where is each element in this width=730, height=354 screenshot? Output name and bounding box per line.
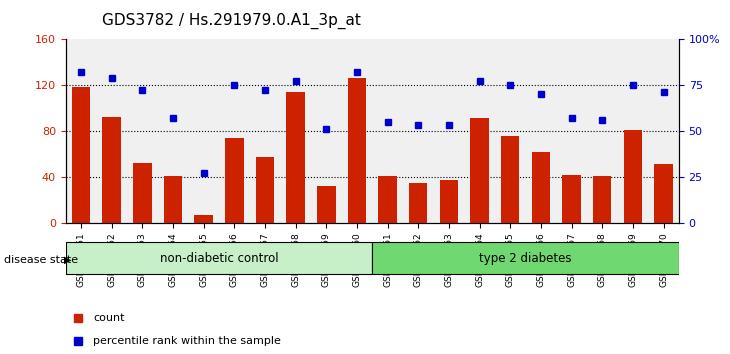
Bar: [378, 176, 397, 223]
Text: count: count: [93, 313, 125, 323]
Text: type 2 diabetes: type 2 diabetes: [480, 252, 572, 265]
Bar: [72, 87, 91, 223]
Bar: [593, 176, 612, 223]
Bar: [470, 118, 489, 223]
Text: GDS3782 / Hs.291979.0.A1_3p_at: GDS3782 / Hs.291979.0.A1_3p_at: [102, 12, 361, 29]
Bar: [562, 175, 581, 223]
Bar: [133, 163, 152, 223]
Bar: [439, 181, 458, 223]
FancyBboxPatch shape: [66, 242, 372, 274]
Bar: [531, 152, 550, 223]
Bar: [286, 92, 305, 223]
Text: non-diabetic control: non-diabetic control: [160, 252, 278, 265]
Bar: [623, 130, 642, 223]
Text: percentile rank within the sample: percentile rank within the sample: [93, 336, 281, 346]
Bar: [102, 117, 121, 223]
Text: ▶: ▶: [64, 255, 72, 265]
Bar: [409, 183, 428, 223]
Bar: [194, 215, 213, 223]
FancyBboxPatch shape: [372, 242, 679, 274]
Bar: [347, 78, 366, 223]
Bar: [255, 158, 274, 223]
Bar: [164, 176, 182, 223]
Bar: [317, 186, 336, 223]
Bar: [654, 164, 673, 223]
Bar: [501, 136, 520, 223]
Bar: [225, 138, 244, 223]
Text: disease state: disease state: [4, 255, 78, 265]
